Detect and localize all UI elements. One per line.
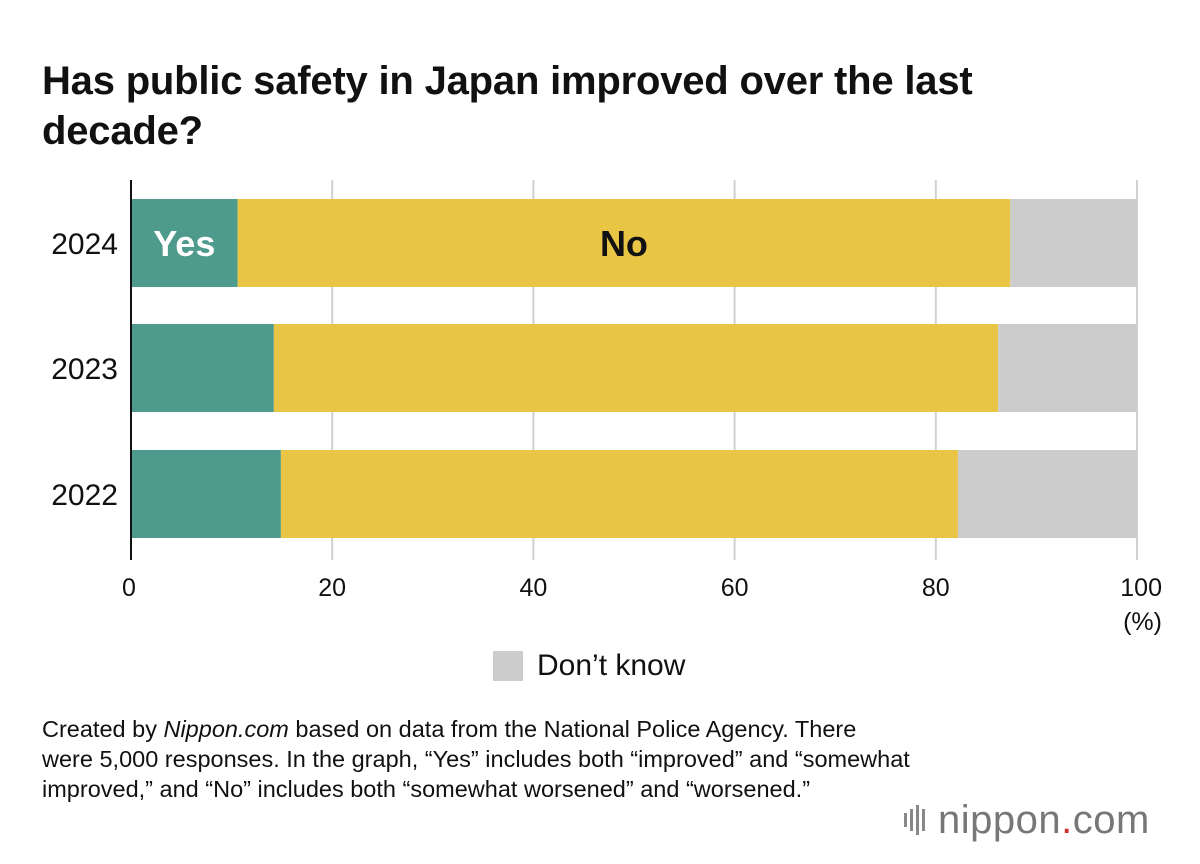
bar-2022-no bbox=[280, 450, 958, 538]
legend: Don’t know bbox=[493, 646, 685, 686]
logo-dot: . bbox=[1061, 797, 1073, 842]
bar-2024-no bbox=[237, 199, 1011, 287]
bar-2023-yes bbox=[131, 324, 274, 412]
legend-label-dont-know: Don’t know bbox=[537, 649, 686, 682]
series-label-yes: Yes bbox=[153, 223, 215, 264]
logo-bars-icon bbox=[904, 805, 928, 835]
bar-2023-don-t-know bbox=[998, 324, 1137, 412]
series-label-no: No bbox=[600, 223, 648, 264]
category-label-2023: 2023 bbox=[51, 353, 118, 386]
x-tick-label-100: 100 bbox=[1120, 574, 1162, 602]
x-tick-label-20: 20 bbox=[318, 574, 346, 602]
x-tick-label-0: 0 bbox=[122, 574, 136, 602]
logo-tld: com bbox=[1072, 797, 1150, 842]
bar-2022-don-t-know bbox=[957, 450, 1137, 538]
footnote: Created by Nippon.com based on data from… bbox=[42, 714, 912, 804]
category-label-2022: 2022 bbox=[51, 479, 118, 512]
bar-chart: 2024 2023 2022 0 20 40 60 80 100 (%) Yes No bbox=[51, 180, 1162, 636]
footnote-source: Nippon.com bbox=[163, 716, 289, 742]
logo-text: nippon.com bbox=[938, 798, 1150, 843]
logo-name: nippon bbox=[938, 797, 1062, 842]
legend-swatch-dont-know bbox=[493, 651, 523, 681]
nippon-logo: nippon.com bbox=[904, 792, 1150, 848]
bar-2022-yes bbox=[131, 450, 281, 538]
bar-2024-don-t-know bbox=[1010, 199, 1137, 287]
x-tick-label-60: 60 bbox=[721, 574, 749, 602]
bar-2023-no bbox=[273, 324, 999, 412]
bar-2024-yes bbox=[131, 199, 238, 287]
footnote-text: based on data from the National Police A… bbox=[42, 716, 910, 802]
chart-title: Has public safety in Japan improved over… bbox=[42, 59, 973, 153]
x-tick-label-80: 80 bbox=[922, 574, 950, 602]
x-axis-unit: (%) bbox=[1123, 608, 1162, 636]
category-label-2024: 2024 bbox=[51, 228, 118, 261]
x-tick-label-40: 40 bbox=[519, 574, 547, 602]
footnote-prefix: Created by bbox=[42, 716, 164, 742]
